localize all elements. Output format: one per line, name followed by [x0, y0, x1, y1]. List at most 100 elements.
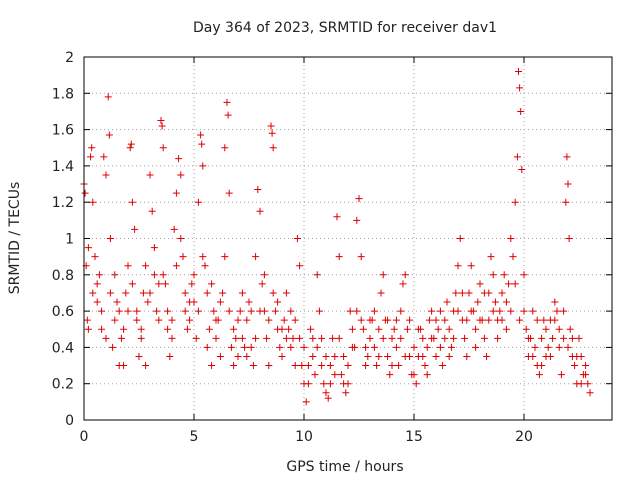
data-point: [516, 84, 524, 92]
data-point: [153, 307, 161, 315]
axes-layer: 00.20.40.60.811.21.41.61.820 5 10 15 20: [52, 50, 612, 445]
data-point: [106, 235, 114, 242]
data-point: [370, 343, 378, 351]
data-point: [102, 171, 110, 179]
data-point: [502, 298, 510, 306]
data-point: [384, 316, 392, 324]
x-tick-label: 15: [405, 429, 423, 445]
data-point: [183, 325, 191, 333]
data-point: [117, 334, 125, 342]
data-point: [388, 334, 396, 342]
data-point: [496, 307, 504, 315]
data-point: [296, 262, 304, 270]
data-point: [522, 325, 530, 333]
data-point: [388, 362, 396, 370]
data-point: [302, 398, 310, 406]
data-point: [524, 334, 532, 342]
data-point: [208, 362, 216, 370]
data-point: [282, 334, 290, 342]
data-point: [181, 307, 189, 315]
data-point: [111, 271, 119, 279]
data-point: [269, 289, 277, 297]
data-point: [203, 343, 211, 351]
data-point: [467, 262, 475, 270]
data-point: [89, 198, 97, 206]
data-point: [205, 325, 213, 333]
data-point: [370, 307, 378, 315]
data-point: [287, 343, 295, 351]
data-point: [304, 362, 312, 370]
data-point: [278, 325, 286, 333]
data-point: [487, 253, 495, 261]
data-point: [296, 334, 304, 342]
data-point: [313, 271, 321, 279]
data-point: [111, 316, 119, 324]
data-point: [421, 362, 429, 370]
data-point: [502, 325, 510, 333]
data-point: [81, 189, 89, 197]
data-point: [155, 280, 163, 288]
data-point: [172, 189, 180, 197]
data-point: [551, 298, 559, 306]
data-point: [161, 280, 169, 288]
data-point: [353, 307, 361, 315]
data-point: [498, 289, 506, 297]
data-point: [318, 334, 326, 342]
data-point: [216, 352, 224, 360]
data-point: [560, 307, 568, 315]
data-point: [197, 131, 205, 139]
data-point: [507, 235, 515, 242]
data-point: [529, 352, 537, 360]
data-point: [230, 325, 238, 333]
data-point: [298, 362, 306, 370]
data-point: [293, 235, 301, 242]
data-point: [265, 362, 273, 370]
data-point: [373, 362, 381, 370]
data-point: [236, 307, 244, 315]
data-point: [456, 235, 464, 242]
data-point: [265, 316, 273, 324]
data-point: [447, 343, 455, 351]
data-point: [322, 389, 330, 397]
data-point: [535, 371, 543, 379]
data-point: [366, 316, 374, 324]
data-point: [566, 325, 574, 333]
data-point: [175, 155, 183, 163]
data-point: [392, 316, 400, 324]
y-tick-label: 1: [65, 232, 74, 248]
data-point: [186, 316, 194, 324]
data-point: [357, 253, 365, 261]
data-point: [498, 316, 506, 324]
data-point: [344, 380, 352, 388]
data-point: [511, 198, 519, 206]
data-point: [155, 316, 163, 324]
data-point: [158, 122, 166, 130]
data-point: [432, 316, 440, 324]
data-point: [133, 316, 141, 324]
data-point: [109, 343, 117, 351]
data-point: [584, 380, 592, 388]
data-point: [386, 371, 394, 379]
data-point: [397, 334, 405, 342]
data-point: [564, 180, 572, 188]
data-point: [355, 195, 363, 203]
data-point: [518, 166, 526, 174]
data-point: [348, 325, 356, 333]
data-point: [164, 307, 172, 315]
data-point: [230, 362, 238, 370]
data-point: [454, 262, 462, 270]
data-point: [126, 144, 134, 152]
data-point: [135, 352, 143, 360]
data-point: [247, 307, 255, 315]
data-point: [95, 271, 103, 279]
data-point: [362, 343, 370, 351]
data-point: [203, 289, 211, 297]
data-point: [445, 352, 453, 360]
y-tick-label: 0.8: [52, 268, 74, 284]
data-point: [221, 144, 229, 152]
data-point: [268, 129, 276, 137]
data-point: [563, 153, 571, 161]
data-point: [445, 325, 453, 333]
